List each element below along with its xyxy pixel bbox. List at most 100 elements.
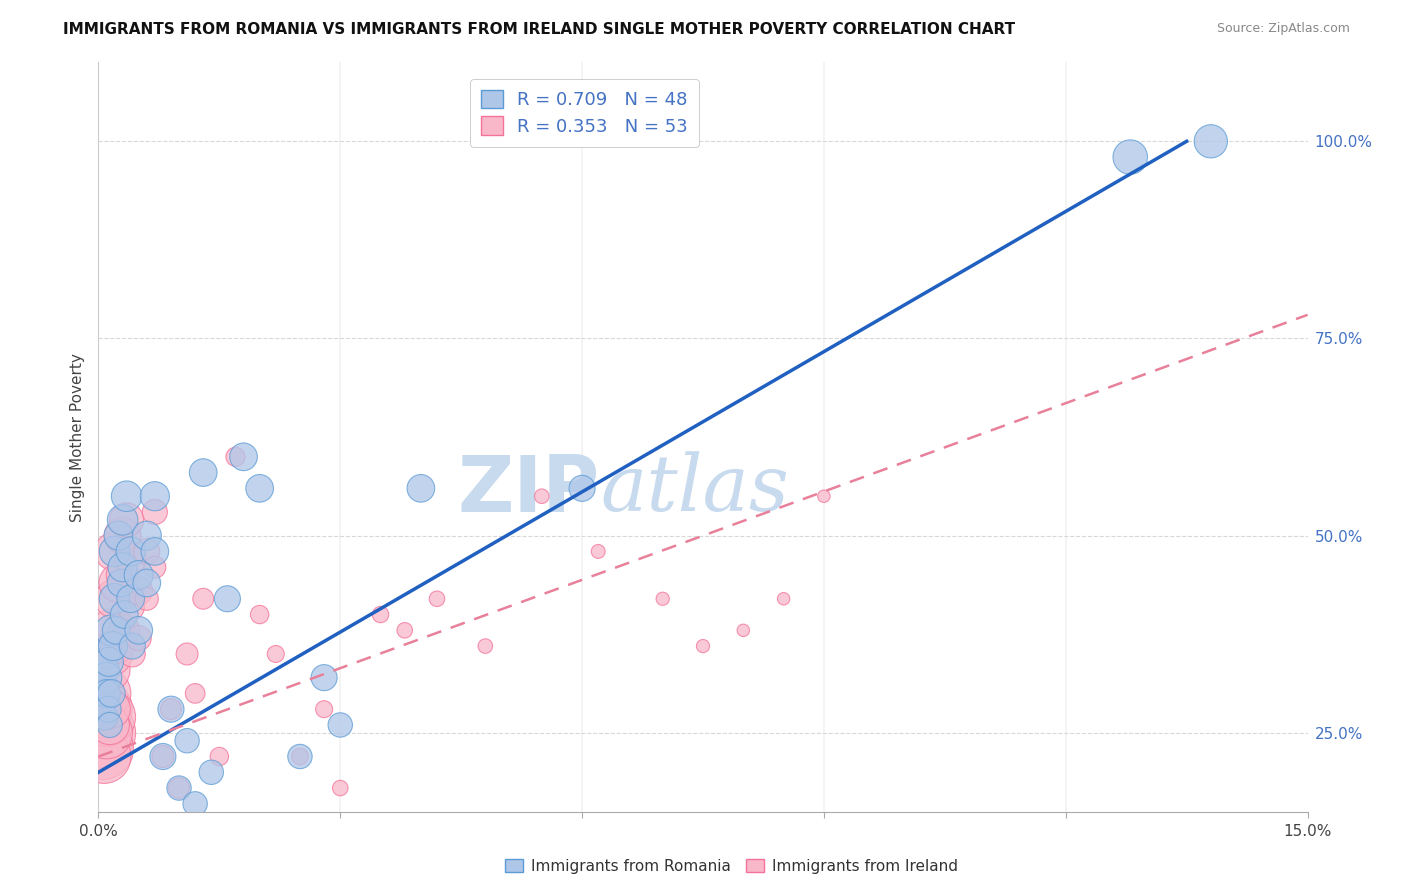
Point: [264, 647, 287, 661]
Point: [651, 591, 673, 606]
Point: [571, 481, 593, 495]
Y-axis label: Single Mother Poverty: Single Mother Poverty: [69, 352, 84, 522]
Point: [135, 576, 157, 591]
Point: [193, 466, 215, 480]
Point: [112, 607, 135, 622]
Point: [97, 702, 120, 716]
Point: [733, 624, 755, 638]
Point: [101, 639, 124, 653]
Point: [120, 591, 142, 606]
Point: [143, 489, 166, 503]
Point: [167, 780, 190, 795]
Point: [115, 513, 138, 527]
Point: [217, 591, 239, 606]
Point: [176, 733, 198, 747]
Point: [426, 591, 449, 606]
Point: [135, 591, 157, 606]
Point: [96, 726, 118, 740]
Point: [813, 489, 835, 503]
Point: [143, 505, 166, 519]
Point: [232, 450, 254, 464]
Text: IMMIGRANTS FROM ROMANIA VS IMMIGRANTS FROM IRELAND SINGLE MOTHER POVERTY CORRELA: IMMIGRANTS FROM ROMANIA VS IMMIGRANTS FR…: [63, 22, 1015, 37]
Point: [100, 686, 122, 700]
Point: [135, 529, 157, 543]
Point: [94, 647, 117, 661]
Point: [103, 591, 125, 606]
Text: Source: ZipAtlas.com: Source: ZipAtlas.com: [1216, 22, 1350, 36]
Point: [530, 489, 553, 503]
Point: [128, 583, 150, 598]
Point: [249, 481, 271, 495]
Point: [692, 639, 714, 653]
Point: [329, 780, 352, 795]
Point: [107, 529, 129, 543]
Point: [586, 544, 609, 558]
Legend: Immigrants from Romania, Immigrants from Ireland: Immigrants from Romania, Immigrants from…: [499, 853, 963, 880]
Point: [100, 647, 122, 661]
Point: [314, 702, 336, 716]
Point: [314, 671, 336, 685]
Point: [97, 663, 120, 677]
Point: [91, 741, 114, 756]
Point: [160, 702, 183, 716]
Point: [112, 624, 135, 638]
Point: [103, 544, 125, 558]
Point: [94, 686, 117, 700]
Point: [184, 686, 207, 700]
Point: [200, 765, 222, 780]
Point: [224, 450, 246, 464]
Point: [121, 647, 143, 661]
Point: [394, 624, 416, 638]
Point: [370, 607, 392, 622]
Point: [115, 489, 138, 503]
Point: [1119, 150, 1142, 164]
Point: [96, 710, 118, 724]
Point: [107, 576, 129, 591]
Point: [120, 552, 142, 566]
Point: [208, 749, 231, 764]
Point: [101, 624, 124, 638]
Point: [100, 624, 122, 638]
Point: [93, 749, 115, 764]
Point: [110, 576, 132, 591]
Point: [184, 797, 207, 811]
Text: atlas: atlas: [600, 451, 789, 528]
Legend: R = 0.709   N = 48, R = 0.353   N = 53: R = 0.709 N = 48, R = 0.353 N = 53: [470, 79, 699, 146]
Point: [474, 639, 496, 653]
Point: [152, 749, 174, 764]
Point: [128, 624, 150, 638]
Point: [94, 710, 117, 724]
Point: [98, 718, 121, 732]
Point: [167, 780, 190, 795]
Point: [103, 591, 125, 606]
Point: [288, 749, 311, 764]
Point: [111, 513, 134, 527]
Point: [193, 591, 215, 606]
Point: [91, 702, 114, 716]
Point: [100, 702, 122, 716]
Point: [120, 599, 142, 614]
Point: [128, 568, 150, 582]
Point: [176, 647, 198, 661]
Point: [409, 481, 432, 495]
Point: [1199, 134, 1222, 148]
Point: [105, 639, 128, 653]
Point: [90, 726, 112, 740]
Text: ZIP: ZIP: [458, 451, 600, 527]
Point: [91, 694, 114, 708]
Point: [143, 560, 166, 574]
Point: [143, 544, 166, 558]
Point: [111, 560, 134, 574]
Point: [111, 529, 134, 543]
Point: [128, 631, 150, 645]
Point: [120, 544, 142, 558]
Point: [97, 655, 120, 669]
Point: [772, 591, 794, 606]
Point: [135, 544, 157, 558]
Point: [111, 568, 134, 582]
Point: [288, 749, 311, 764]
Point: [93, 663, 115, 677]
Point: [91, 679, 114, 693]
Point: [329, 718, 352, 732]
Point: [105, 624, 128, 638]
